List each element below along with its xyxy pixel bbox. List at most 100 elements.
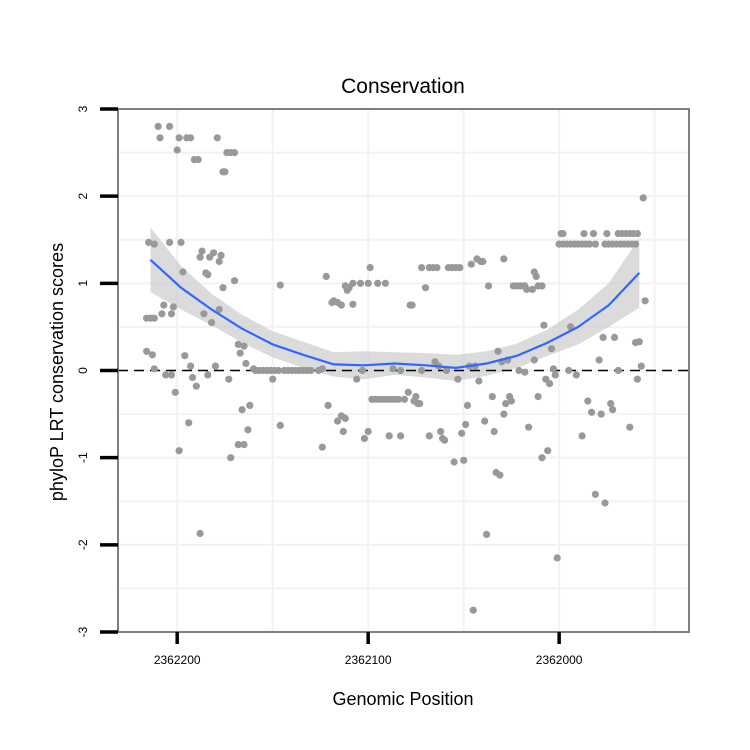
data-point (397, 366, 405, 375)
data-point (421, 284, 430, 292)
data-point (538, 454, 546, 462)
data-point (145, 238, 153, 246)
data-point (225, 375, 233, 383)
data-point (528, 285, 537, 293)
data-point (349, 279, 357, 287)
data-point (221, 168, 229, 176)
data-point (358, 366, 366, 375)
data-point (601, 499, 609, 507)
data-point (204, 371, 212, 379)
data-point (551, 371, 559, 379)
y-tick-label: -2 (76, 539, 90, 550)
data-point (637, 362, 645, 370)
data-point (175, 134, 183, 142)
data-point (586, 240, 594, 248)
y-tick-label: -1 (76, 452, 90, 463)
data-point (208, 319, 216, 327)
data-point (565, 366, 573, 375)
y-tick-label: -3 (76, 626, 90, 637)
data-point (187, 362, 195, 370)
data-point (148, 351, 156, 359)
data-point (481, 417, 489, 425)
data-point (639, 194, 647, 202)
data-point (334, 417, 342, 425)
data-point (549, 365, 558, 373)
data-point (169, 303, 177, 311)
confidence-band (150, 227, 640, 381)
data-point (442, 366, 451, 375)
data-point (215, 257, 223, 266)
data-point (523, 285, 531, 293)
y-axis-ticks: -3 -2 -1 0 1 2 3 (76, 105, 118, 637)
data-point (572, 371, 580, 379)
data-point (217, 251, 225, 259)
data-point (547, 345, 556, 353)
data-point (322, 272, 330, 280)
data-point (588, 408, 596, 416)
data-point (633, 375, 642, 383)
data-point (553, 554, 561, 562)
grid-lines (118, 109, 689, 632)
data-point (353, 375, 361, 383)
data-point (525, 423, 533, 431)
y-tick-label: 0 (76, 367, 90, 374)
data-point (479, 257, 487, 266)
data-point (198, 247, 206, 255)
data-point (166, 238, 174, 246)
data-point (580, 230, 588, 238)
data-point (591, 240, 600, 248)
data-point (589, 230, 598, 238)
data-point (150, 240, 158, 248)
data-point (236, 349, 244, 357)
data-point (433, 264, 441, 272)
x-axis-ticks: 2362200 2362100 2362000 (154, 632, 583, 667)
data-point (603, 230, 611, 238)
data-point (274, 366, 282, 375)
data-point (591, 490, 600, 498)
data-point (496, 471, 504, 479)
x-tick-label: 2362000 (536, 653, 583, 667)
data-point (418, 366, 426, 375)
data-point (160, 301, 168, 309)
data-point (366, 264, 374, 272)
data-point (502, 400, 510, 408)
data-point (490, 427, 498, 436)
data-point (389, 365, 397, 373)
data-point (633, 230, 642, 238)
data-point (150, 365, 158, 373)
data-point (227, 454, 235, 462)
data-point (454, 375, 462, 383)
data-point (400, 395, 409, 403)
data-point (143, 347, 151, 355)
x-tick-label: 2362100 (345, 653, 392, 667)
data-point (339, 427, 347, 436)
data-point (173, 146, 181, 154)
data-point (425, 432, 433, 440)
data-point (483, 530, 491, 539)
data-point (532, 272, 540, 280)
data-point (242, 359, 250, 368)
data-point (597, 410, 605, 418)
data-point (364, 427, 372, 436)
data-point (626, 423, 634, 431)
data-point (177, 238, 185, 246)
data-point (200, 310, 208, 318)
data-point (175, 447, 183, 455)
data-point (162, 371, 170, 379)
data-point (538, 282, 546, 290)
data-point (507, 397, 515, 405)
data-point (230, 277, 239, 285)
data-point (488, 393, 496, 401)
data-point (192, 382, 200, 390)
data-point (374, 279, 382, 287)
data-points (143, 122, 649, 614)
data-point (521, 368, 529, 376)
x-axis-label: Genomic Position (332, 689, 473, 709)
data-point (404, 388, 412, 396)
data-point (484, 282, 493, 290)
data-point (418, 264, 426, 272)
confidence-band-area (150, 227, 640, 381)
data-point (219, 284, 227, 292)
data-point (530, 356, 538, 364)
